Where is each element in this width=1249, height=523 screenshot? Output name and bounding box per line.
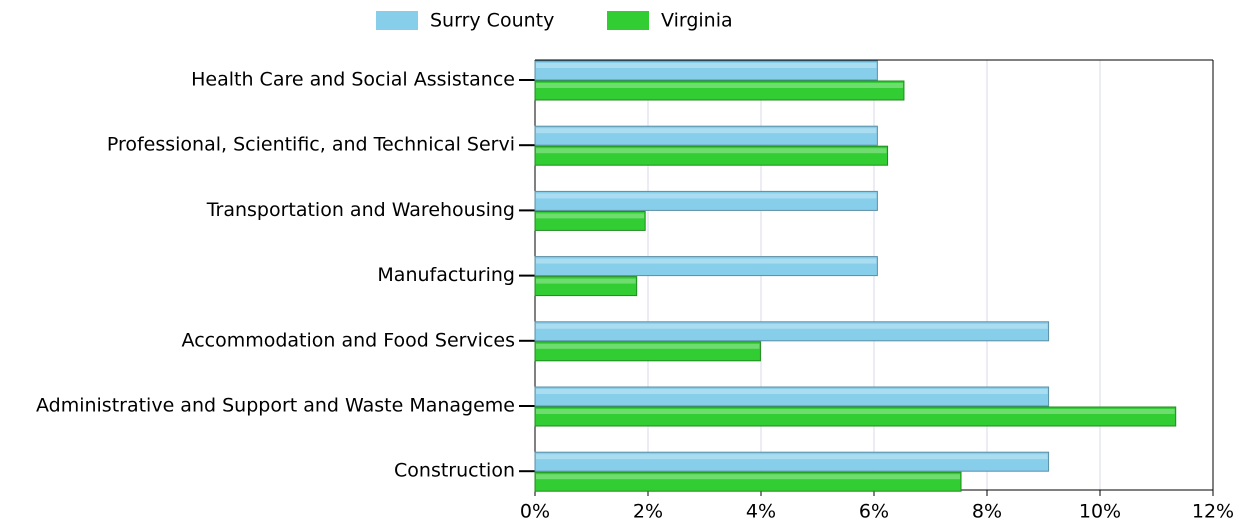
x-tick-label: 0% [520, 501, 550, 523]
y-tick-label: Construction [394, 460, 515, 482]
bar-shine [536, 389, 1048, 394]
bar-shine [536, 258, 877, 264]
bar-shine [536, 193, 877, 199]
bar [534, 451, 1050, 472]
bar [534, 256, 878, 277]
x-tick-label: 10% [1079, 501, 1121, 523]
y-tick-label: Transportation and Warehousing [206, 199, 515, 221]
bar [534, 80, 905, 101]
x-tick-label: 12% [1192, 501, 1234, 523]
bar-shine [536, 474, 961, 480]
bar-shine [536, 148, 887, 154]
y-tick-label: Manufacturing [377, 264, 515, 286]
x-tick-label: 6% [859, 501, 889, 523]
bar [534, 125, 878, 146]
bar-shine [536, 128, 877, 134]
bar [534, 386, 1050, 407]
bar-shine [536, 83, 903, 88]
x-tick-label: 8% [972, 501, 1002, 523]
bar [534, 190, 878, 211]
y-tick-label: Accommodation and Food Services [182, 329, 515, 351]
legend-label: Surry County [430, 10, 554, 32]
bar-shine [536, 323, 1048, 329]
bar-shine [536, 63, 877, 68]
bar [534, 145, 889, 166]
bar [534, 406, 1177, 427]
y-tick-label: Administrative and Support and Waste Man… [36, 395, 515, 417]
bar-shine [536, 454, 1048, 460]
x-tick-label: 4% [746, 501, 776, 523]
x-tick-label: 2% [633, 501, 663, 523]
bar-shine [536, 409, 1175, 414]
bar-shine [536, 343, 760, 349]
y-tick-label: Health Care and Social Assistance [191, 69, 515, 91]
bar [534, 276, 638, 297]
bar [534, 321, 1050, 342]
bar [534, 341, 761, 362]
bar [534, 471, 962, 492]
y-tick-label: Professional, Scientific, and Technical … [107, 134, 515, 156]
legend-label: Virginia [661, 10, 733, 32]
legend-swatch [376, 11, 418, 30]
bar-shine [536, 278, 636, 284]
bar [534, 210, 646, 231]
bar-shine [536, 213, 645, 219]
bar [534, 60, 878, 81]
legend-swatch [607, 11, 649, 30]
